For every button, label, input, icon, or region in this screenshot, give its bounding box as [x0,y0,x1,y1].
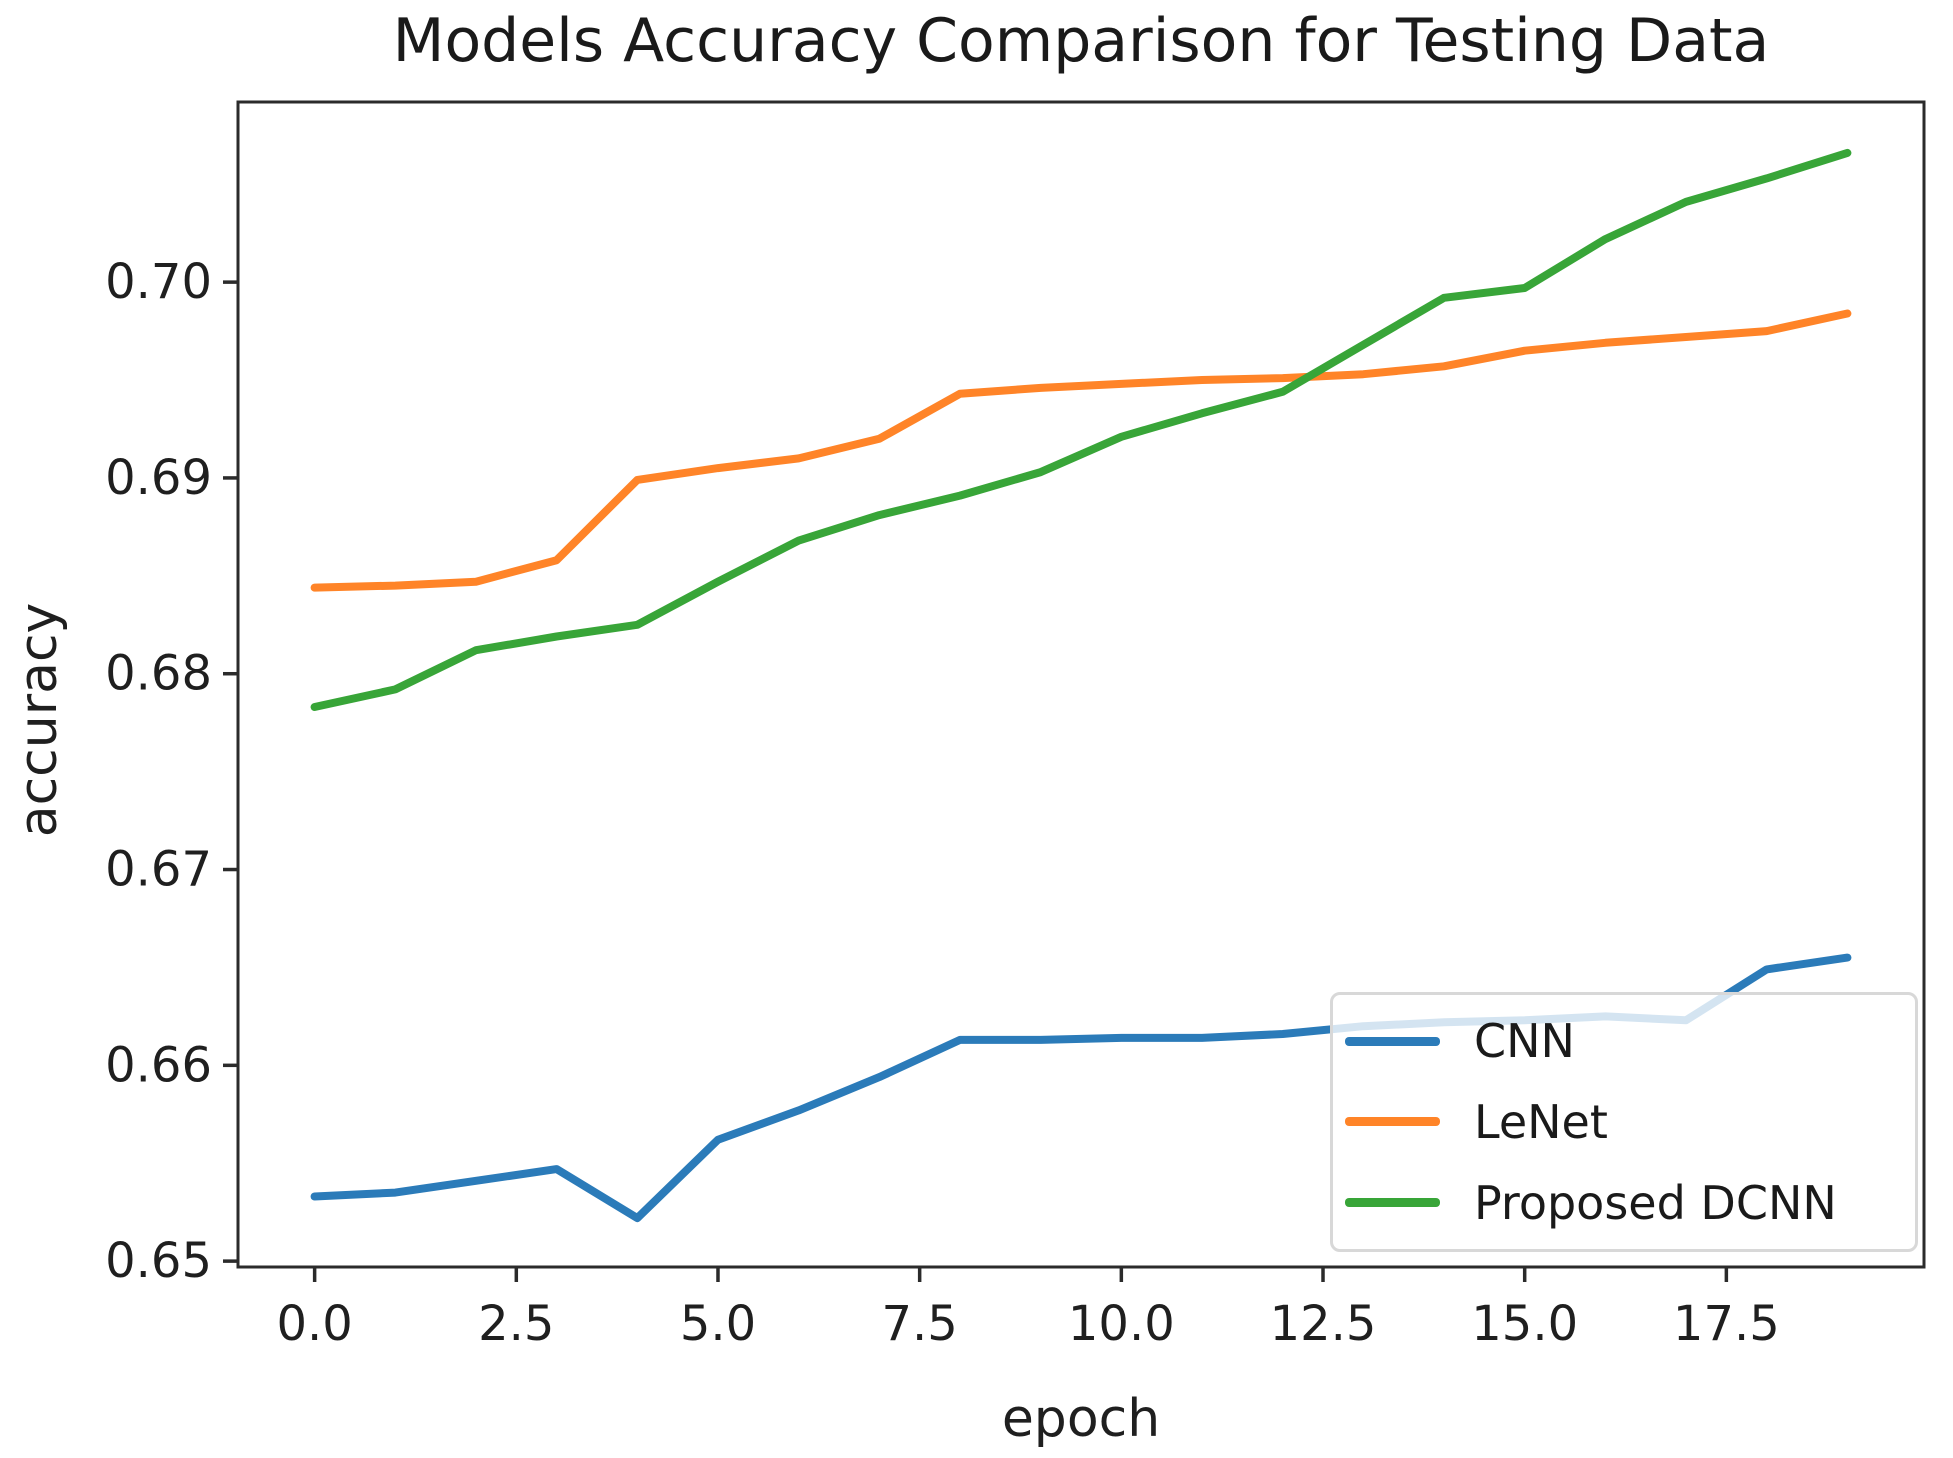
x-tick-label: 17.5 [1673,1296,1780,1352]
y-tick-label: 0.67 [105,842,212,898]
y-tick-label: 0.70 [105,254,212,310]
legend-swatch-cnn [1345,1036,1440,1046]
x-tick-label: 15.0 [1471,1296,1578,1352]
x-tick-label: 10.0 [1068,1296,1175,1352]
series-line-lenet [310,309,1852,592]
legend-item-proposed-dcnn: Proposed DCNN [1345,1180,1915,1226]
legend-item-lenet: LeNet [1345,1099,1915,1145]
legend-label-lenet: LeNet [1474,1094,1608,1149]
legend-swatch-proposed-dcnn [1345,1198,1440,1208]
x-axis-label: epoch [1002,1389,1160,1449]
y-axis-label: accuracy [9,603,69,838]
series-line-proposed-dcnn [310,148,1852,711]
axes-layer: 0.0 2.5 5.0 7.5 10.0 12.5 15.0 17.5 0.65 0.66 0.67… [105,100,1926,1352]
x-tick-label: 2.5 [478,1296,554,1352]
legend-label-cnn: CNN [1474,1014,1575,1069]
y-tick-label: 0.68 [105,646,212,702]
y-tick-label: 0.66 [105,1037,212,1093]
chart-title: Models Accuracy Comparison for Testing D… [392,6,1770,76]
x-tick-label: 0.0 [276,1296,352,1352]
y-tick-label: 0.65 [105,1233,212,1289]
legend-item-cnn: CNN [1345,1018,1915,1064]
legend: CNN LeNet Proposed DCNN [1330,992,1918,1252]
legend-swatch-lenet [1345,1117,1440,1127]
y-tick-label: 0.69 [105,450,212,506]
x-tick-label: 7.5 [881,1296,957,1352]
x-tick-label: 12.5 [1270,1296,1377,1352]
x-tick-label: 5.0 [680,1296,756,1352]
plot-frame [236,100,1926,1269]
legend-label-proposed-dcnn: Proposed DCNN [1474,1175,1837,1230]
